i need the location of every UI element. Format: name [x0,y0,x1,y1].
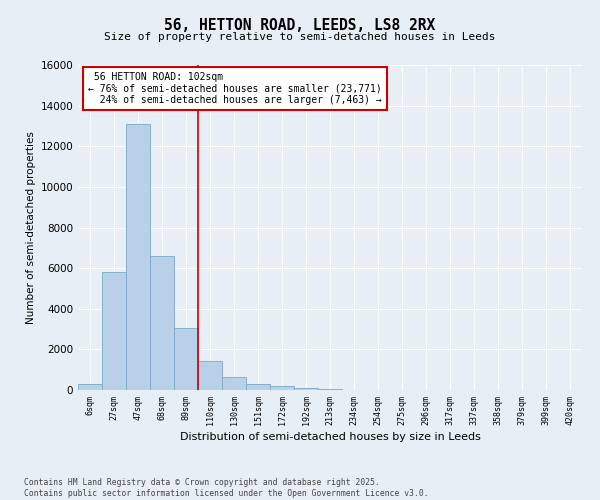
Text: 56 HETTON ROAD: 102sqm
← 76% of semi-detached houses are smaller (23,771)
  24% : 56 HETTON ROAD: 102sqm ← 76% of semi-det… [88,72,382,104]
Text: Contains HM Land Registry data © Crown copyright and database right 2025.
Contai: Contains HM Land Registry data © Crown c… [24,478,428,498]
Bar [126,124,150,390]
Bar [198,360,222,390]
Bar [246,384,270,390]
X-axis label: Distribution of semi-detached houses by size in Leeds: Distribution of semi-detached houses by … [179,432,481,442]
Bar [78,384,102,390]
Bar [294,388,318,390]
Bar [270,386,294,390]
Text: Size of property relative to semi-detached houses in Leeds: Size of property relative to semi-detach… [104,32,496,42]
Bar [174,328,198,390]
Text: 56, HETTON ROAD, LEEDS, LS8 2RX: 56, HETTON ROAD, LEEDS, LS8 2RX [164,18,436,32]
Bar [222,377,246,390]
Bar [318,389,342,390]
Bar [150,256,174,390]
Y-axis label: Number of semi-detached properties: Number of semi-detached properties [26,131,36,324]
Bar [102,272,126,390]
